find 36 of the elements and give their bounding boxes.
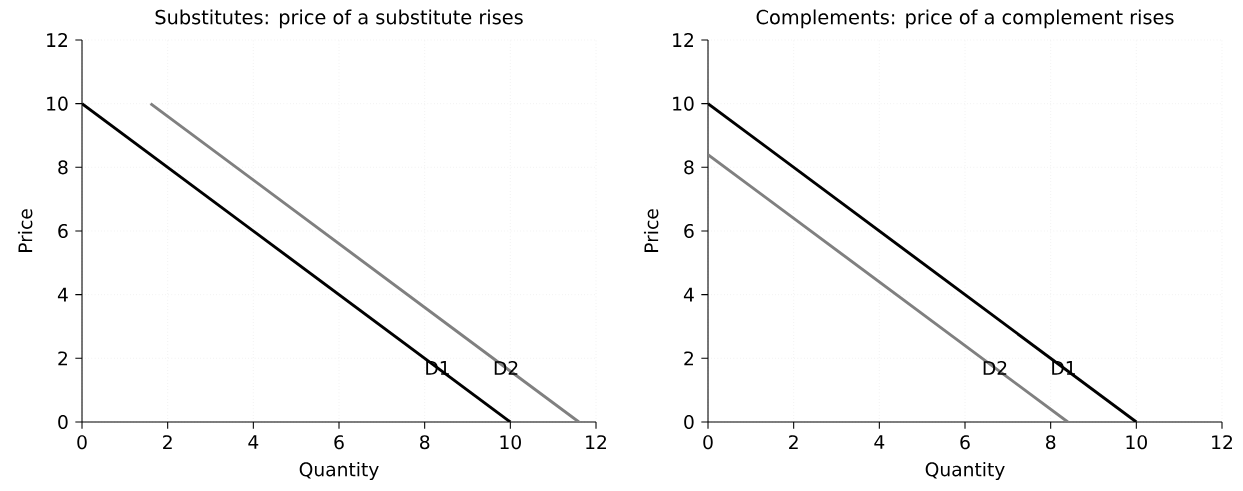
chart-title: Complements: price of a complement rises <box>756 9 1174 29</box>
x-tick-label: 12 <box>586 435 607 449</box>
y-tick-label: 0 <box>58 414 68 430</box>
x-tick-label: 10 <box>500 435 521 450</box>
x-tick-label: 10 <box>1126 435 1147 450</box>
x-tick-label: 0 <box>703 435 713 450</box>
y-tick-label: 10 <box>47 96 68 111</box>
x-tick-label: 8 <box>1046 435 1056 450</box>
y-tick-label: 6 <box>58 223 68 239</box>
y-tick-label: 12 <box>673 33 693 47</box>
annotation: D2 <box>983 360 1007 375</box>
x-tick-label: 0 <box>77 435 87 450</box>
y-tick-label: 8 <box>684 160 694 175</box>
y-axis-title: Price <box>17 209 33 252</box>
x-tick-label: 8 <box>420 435 430 450</box>
y-tick-label: 2 <box>58 351 67 366</box>
x-tick-label: 12 <box>1212 435 1233 449</box>
chart-title: Substitutes: price of a substitute rises <box>155 9 523 29</box>
y-tick-label: 12 <box>47 33 67 47</box>
y-tick-label: 0 <box>684 414 694 430</box>
x-tick-label: 6 <box>334 435 344 450</box>
annotation: D2 <box>494 360 518 375</box>
x-tick-label: 2 <box>789 435 798 449</box>
x-tick-label: 6 <box>960 435 970 450</box>
y-tick-label: 10 <box>673 96 694 111</box>
x-axis-title: Quantity <box>925 461 1005 481</box>
x-tick-label: 2 <box>163 435 172 449</box>
y-tick-label: 8 <box>58 160 68 175</box>
y-tick-label: 6 <box>684 223 694 239</box>
y-tick-label: 4 <box>57 287 68 302</box>
x-tick-label: 4 <box>248 435 259 449</box>
y-tick-label: 2 <box>684 351 693 366</box>
y-axis-title: Price <box>643 209 659 252</box>
x-axis-title: Quantity <box>299 461 379 481</box>
x-tick-label: 4 <box>874 435 885 449</box>
y-tick-label: 4 <box>683 287 694 302</box>
